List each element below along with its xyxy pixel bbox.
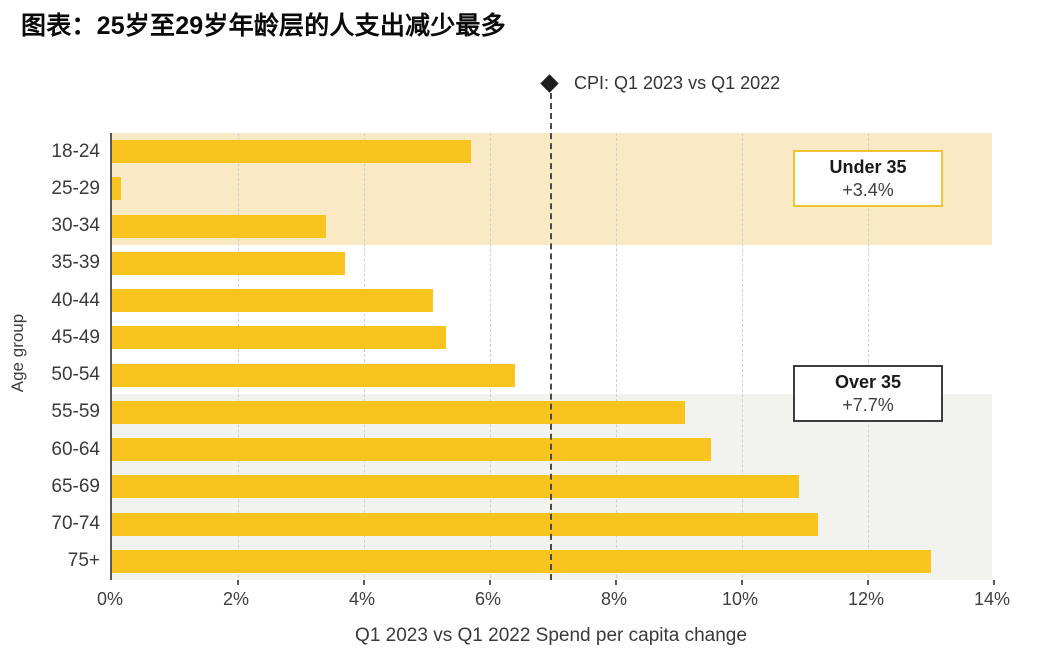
y-axis-labels: 18-24 25-29 30-34 35-39 40-44 45-49 50-54 55-59…	[0, 133, 100, 580]
x-tick-label: 10%	[721, 589, 759, 609]
cpi-legend: CPI: Q1 2023 vs Q1 2022	[540, 70, 781, 96]
x-tick-label: 0%	[96, 589, 124, 609]
x-tick-label: 6%	[474, 589, 502, 609]
over-35-annotation: Over 35 +7.7%	[793, 365, 943, 422]
axis-tick-2	[237, 580, 239, 585]
bar-60-64	[112, 438, 711, 462]
under-35-annotation: Under 35 +3.4%	[793, 150, 943, 207]
y-label-45-49: 45-49	[51, 326, 100, 348]
bar-45-49	[112, 326, 446, 350]
bar-18-24	[112, 140, 472, 164]
x-tick-label: 2%	[222, 589, 250, 609]
gridline-2	[238, 133, 239, 578]
axis-tick-10	[741, 580, 743, 585]
bar-30-34	[112, 214, 327, 238]
axis-tick-12	[867, 580, 869, 585]
y-label-65-69: 65-69	[51, 475, 100, 497]
bar-40-44	[112, 289, 434, 313]
cpi-reference-line	[550, 93, 552, 580]
bar-55-59	[112, 400, 686, 424]
bar-65-69	[112, 475, 799, 499]
diamond-icon	[540, 73, 559, 93]
axis-tick-14	[993, 580, 995, 585]
y-label-75+: 75+	[67, 550, 100, 572]
bar-75+	[112, 549, 931, 573]
under-35-label: Under 35	[829, 157, 907, 177]
x-tick-label: 4%	[348, 589, 376, 609]
x-axis-title: Q1 2023 vs Q1 2022 Spend per capita chan…	[355, 625, 747, 646]
y-label-70-74: 70-74	[51, 513, 100, 535]
y-label-50-54: 50-54	[51, 364, 100, 386]
gridline-4	[364, 133, 365, 578]
x-tick-label: 12%	[847, 589, 885, 609]
y-label-60-64: 60-64	[51, 438, 100, 460]
axis-tick-6	[489, 580, 491, 585]
x-tick-label: 8%	[600, 589, 628, 609]
axis-tick-4	[363, 580, 365, 585]
bar-25-29	[112, 177, 122, 201]
y-label-35-39: 35-39	[51, 252, 100, 274]
gridline-6	[490, 133, 491, 578]
x-axis-ticks: 0% 2% 4% 6% 8% 10% 12% 14%	[0, 589, 1056, 611]
over-35-label: Over 35	[834, 372, 902, 392]
bar-70-74	[112, 512, 818, 536]
bar-35-39	[112, 251, 346, 275]
over-35-value: +7.7%	[842, 394, 894, 415]
gridline-12	[868, 133, 869, 578]
page-title: 图表：25岁至29岁年龄层的人支出减少最多	[21, 12, 506, 40]
bar-50-54	[112, 363, 516, 387]
y-label-25-29: 25-29	[51, 177, 100, 199]
y-label-55-59: 55-59	[51, 401, 100, 423]
y-label-18-24: 18-24	[51, 140, 100, 162]
axis-tick-8	[615, 580, 617, 585]
under-35-value: +3.4%	[842, 179, 894, 200]
y-label-30-34: 30-34	[51, 215, 100, 237]
gridline-8	[616, 133, 617, 578]
x-tick-label: 14%	[973, 589, 1011, 609]
y-label-40-44: 40-44	[51, 289, 100, 311]
cpi-legend-label: CPI: Q1 2023 vs Q1 2022	[574, 72, 781, 93]
gridline-10	[742, 133, 743, 578]
